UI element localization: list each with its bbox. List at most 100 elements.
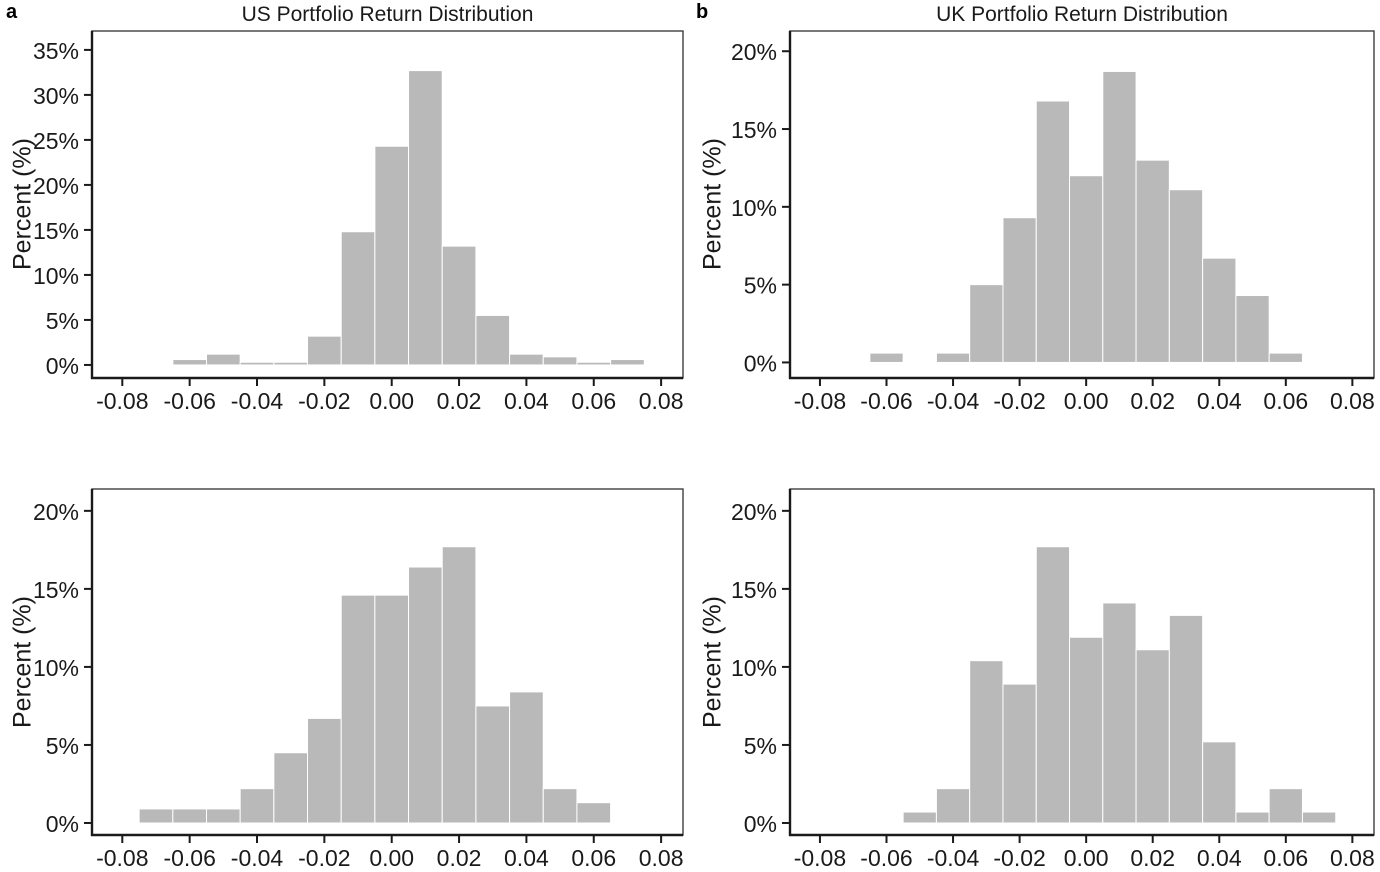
histogram-bar (374, 145, 410, 366)
histogram-bar (340, 231, 376, 366)
y-tick-label: 10% (33, 655, 79, 681)
x-tick-label: 0.00 (369, 388, 414, 414)
histogram-bar (902, 811, 937, 824)
us-histogram-svg: -0.08 -0.06 -0.04 -0.02 0.00 0.02 0.04 0.06 0.08… (33, 30, 684, 414)
histogram-bar (475, 705, 511, 824)
x-tick-label: -0.08 (794, 388, 846, 414)
y-axis-title-us: Percent (%) (8, 138, 37, 270)
histogram-bar (1035, 546, 1071, 824)
histogram-bar (374, 594, 410, 824)
histogram-bar (969, 660, 1004, 824)
histogram-bar (441, 546, 477, 824)
histogram-bar (969, 284, 1004, 363)
histogram-bar (576, 802, 612, 824)
histogram-bar (1268, 788, 1303, 824)
x-tick-label: -0.04 (231, 845, 284, 871)
histogram-bar (1168, 189, 1204, 363)
x-tick-label: 0.08 (1330, 845, 1375, 871)
histogram-bar (441, 245, 477, 366)
y-tick-label: 10% (731, 655, 777, 681)
y-axis-title-uk: Percent (%) (698, 138, 727, 270)
y-tick-label: 5% (744, 273, 777, 299)
x-tick-label: -0.06 (163, 388, 215, 414)
x-tick-label: 0.02 (437, 845, 482, 871)
y-tick-label: 5% (46, 308, 79, 334)
x-tick-label: 0.00 (369, 845, 414, 871)
histogram-bar (273, 752, 309, 824)
histogram-bar (1102, 70, 1137, 363)
x-tick-label: 0.06 (571, 845, 616, 871)
histogram-bar (307, 335, 342, 366)
x-tick-label: -0.02 (993, 388, 1045, 414)
histogram-bar (542, 788, 578, 824)
histogram-bar (576, 361, 612, 366)
x-tick-label: -0.08 (96, 388, 148, 414)
histogram-bar (475, 314, 511, 366)
histogram-bar (1135, 649, 1170, 824)
y-tick-label: 30% (33, 83, 79, 109)
histogram-bar (1202, 741, 1237, 824)
x-tick-label: 0.04 (504, 845, 549, 871)
y-tick-label: 10% (33, 263, 79, 289)
x-tick-label: -0.04 (927, 845, 980, 871)
y-tick-label: 0% (46, 353, 79, 379)
y-tick-label: 20% (731, 39, 777, 65)
x-tick-label: 0.04 (504, 388, 549, 414)
panel-japan-histogram: -0.08 -0.06 -0.04 -0.02 0.00 0.02 0.04 0.06 0.08… (0, 436, 690, 872)
x-tick-label: 0.02 (1130, 388, 1175, 414)
histogram-bar (206, 353, 241, 366)
y-tick-label: 20% (33, 499, 79, 525)
panel-letter-b: b (696, 1, 709, 23)
panel-australia-histogram: -0.08 -0.06 -0.04 -0.02 0.00 0.02 0.04 0.06 0.08… (690, 436, 1380, 872)
x-tick-label: 0.00 (1064, 845, 1109, 871)
y-tick-label: 5% (744, 733, 777, 759)
x-tick-label: -0.06 (860, 845, 912, 871)
histogram-bar (542, 356, 578, 366)
histogram-bar (1135, 159, 1170, 363)
histogram-bar (509, 691, 544, 824)
histogram-bar (1235, 295, 1270, 363)
histogram-bar (1268, 352, 1303, 363)
histogram-bar (1069, 636, 1104, 824)
panel-us-histogram: -0.08 -0.06 -0.04 -0.02 0.00 0.02 0.04 0.06 0.08… (0, 0, 690, 436)
x-tick-label: 0.08 (639, 845, 684, 871)
x-tick-label: -0.06 (163, 845, 215, 871)
histogram-bar (408, 70, 443, 366)
y-tick-label: 20% (33, 173, 79, 199)
histogram-bar (172, 808, 208, 824)
histogram-bar (239, 788, 275, 824)
histogram-bar (1035, 100, 1071, 363)
histogram-bar (509, 353, 544, 366)
x-tick-label: 0.06 (1263, 388, 1308, 414)
y-tick-label: 10% (731, 195, 777, 221)
australia-histogram-svg: -0.08 -0.06 -0.04 -0.02 0.00 0.02 0.04 0.06 0.08… (731, 488, 1375, 871)
histogram-bar (935, 352, 971, 363)
x-tick-label: 0.06 (1263, 845, 1308, 871)
y-tick-label: 25% (33, 128, 79, 154)
panel-uk-histogram: -0.08 -0.06 -0.04 -0.02 0.00 0.02 0.04 0.06 0.08… (690, 0, 1380, 436)
histogram-bar (138, 808, 174, 824)
x-tick-label: 0.08 (1330, 388, 1375, 414)
y-tick-label: 15% (731, 577, 777, 603)
histogram-bar (1002, 683, 1037, 824)
x-tick-label: -0.02 (298, 388, 350, 414)
histogram-bar (935, 788, 971, 824)
histogram-bar (408, 566, 443, 824)
x-tick-label: 0.00 (1064, 388, 1109, 414)
y-tick-label: 0% (744, 811, 777, 837)
histogram-bar (307, 717, 342, 824)
x-tick-label: 0.06 (571, 388, 616, 414)
x-tick-label: 0.04 (1197, 388, 1242, 414)
histogram-bar (610, 359, 645, 366)
x-tick-label: -0.04 (927, 388, 980, 414)
y-tick-label: 35% (33, 38, 79, 64)
histogram-bar (1102, 602, 1137, 824)
panel-letter-a: a (6, 1, 18, 23)
y-tick-label: 15% (33, 577, 79, 603)
histogram-bar (273, 361, 309, 366)
histogram-bar (340, 594, 376, 824)
x-tick-label: 0.04 (1197, 845, 1242, 871)
histogram-bar (172, 359, 208, 366)
y-tick-label: 5% (46, 733, 79, 759)
